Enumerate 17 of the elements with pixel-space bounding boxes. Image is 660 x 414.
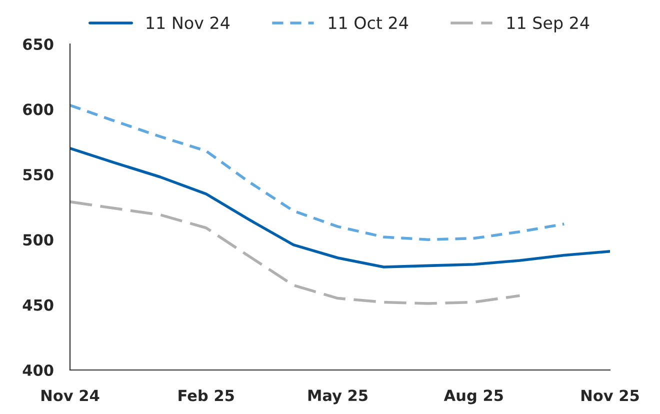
x-tick-label: Feb 25 xyxy=(178,389,234,402)
y-tick-label: 500 xyxy=(23,234,54,246)
legend-label: 11 Oct 24 xyxy=(328,16,408,30)
line-series xyxy=(70,200,522,305)
line-series xyxy=(70,146,610,268)
y-tick-label: 450 xyxy=(22,299,54,311)
legend-label: 11 Sep 24 xyxy=(507,16,590,32)
x-tick-label: Nov 25 xyxy=(581,390,639,402)
y-tick-label: 400 xyxy=(22,364,54,376)
legend-label: 11 Nov 24 xyxy=(146,16,230,30)
x-tick-label: Nov 24 xyxy=(41,390,100,402)
x-tick-label: May 25 xyxy=(308,390,368,404)
y-tick-label: 550 xyxy=(23,168,54,180)
x-tick-label: Aug 25 xyxy=(444,390,503,404)
y-tick-label: 650 xyxy=(23,38,54,50)
line-series xyxy=(70,104,566,241)
y-tick-label: 600 xyxy=(23,104,54,116)
